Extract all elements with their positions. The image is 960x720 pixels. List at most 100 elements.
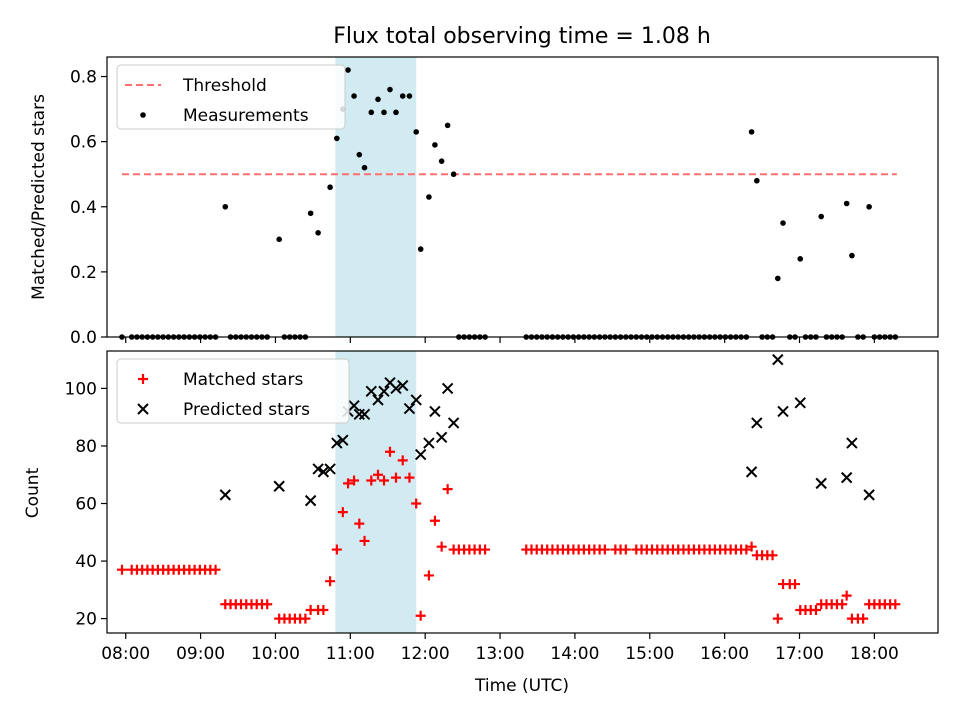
legend-box [116,358,350,424]
predicted-star-marker [337,434,349,446]
matched-star-marker [810,604,821,615]
predicted-star-marker [751,417,763,429]
measurement-point [444,122,451,129]
measurement-point [393,109,399,116]
measurement-point [843,200,850,207]
matched-star-marker [390,472,401,483]
predicted-star-marker [372,394,384,406]
predicted-star-marker [219,489,231,501]
measurement-point [351,93,357,99]
measurement-point [748,129,755,135]
legend-label: Predicted stars [183,400,310,420]
measurement-point [754,177,760,184]
y-tick-label: 60 [75,495,97,515]
predicted-star-marker [447,417,460,429]
predicted-star-marker [435,431,448,444]
predicted-star-marker [863,489,875,501]
matched-star-marker [411,498,422,509]
top-panel: Flux total observing time = 1.08 h Match… [29,24,939,348]
matched-star-marker [397,455,408,466]
predicted-star-marker [794,397,806,409]
matched-star-marker [300,613,311,624]
predicted-star-marker [390,382,402,395]
x-tick-label: 15:00 [625,644,674,664]
matched-star-marker [384,446,395,457]
matched-star-marker [436,541,447,552]
matched-star-marker [767,550,778,561]
predicted-star-marker [840,471,853,484]
predicted-star-marker [772,353,784,366]
axes-frame [106,56,939,338]
predicted-star-marker [365,385,377,397]
matched-star-marker [318,604,329,615]
predicted-star-marker [429,405,441,418]
measurement-point [334,135,340,142]
measurement-point [361,164,368,171]
matched-star-marker [837,599,848,610]
x-tick-label: 09:00 [176,644,225,664]
matched-star-marker [480,544,491,555]
matched-star-marker [210,564,221,575]
legend-predicted-swatch [137,403,149,415]
matched-star-marker [343,478,354,489]
legend-box [116,64,346,130]
predicted-star-marker [273,480,285,492]
matched-star-marker [349,475,360,486]
legend-label: Matched stars [183,370,303,390]
predicted-star-marker [317,466,330,478]
predicted-star-marker [815,477,827,490]
legend: Matched stars Predicted stars [116,358,350,424]
legend-label: Threshold [182,76,267,96]
x-tick-label: 10:00 [251,644,300,664]
measurement-point [276,236,282,243]
measurement-point [399,93,406,99]
matched-star-marker [858,613,869,624]
matched-star-marker [429,515,440,526]
measurement-point [381,109,387,116]
matched-star-marker [423,570,434,581]
matched-star-marker [772,613,783,624]
matched-star-marker [415,610,426,621]
predicted-star-marker [745,466,758,478]
measurement-point [327,184,333,191]
measurement-point [406,93,413,99]
predicted-star-marker [331,437,343,449]
measurement-point [368,109,375,116]
predicted-star-marker [348,399,360,412]
matched-star-marker [890,599,901,610]
chart-title: Flux total observing time = 1.08 h [333,24,711,49]
x-tick-label: 16:00 [700,644,749,664]
matched-star-marker [116,564,127,575]
matched-star-marker [790,579,801,590]
y-tick-label: 0.0 [70,328,97,348]
matched-star-marker [741,544,752,555]
measurement-point [774,275,781,282]
predicted-star-marker [410,394,422,406]
y-tick-label: 0.8 [70,68,97,88]
measurement-point [450,171,457,178]
y-tick-label: 0.4 [70,198,97,218]
predicted-star-marker [358,408,371,421]
predicted-star-marker [324,463,336,475]
predicted-star-marker [353,408,366,421]
measurement-point [797,256,804,262]
measurement-point [356,151,363,158]
predicted-star-marker [777,405,789,418]
measurement-point [432,142,438,148]
x-tick-label: 12:00 [401,644,450,664]
matched-star-marker [442,484,453,495]
predicted-star-marker [423,437,435,449]
matched-star-marker [746,541,757,552]
x-tick-label: 08:00 [101,644,150,664]
axes-frame [106,350,939,634]
y-tick-label: 80 [75,437,97,457]
matched-star-marker [262,599,273,610]
matched-star-marker [325,576,336,587]
matched-star-marker [359,535,370,546]
y-tick-label: 40 [75,552,97,572]
matched-star-marker [599,544,610,555]
top-y-axis-label: Matched/Predicted stars [29,94,49,300]
measurement-point [315,230,321,236]
x-tick-label: 17:00 [775,644,824,664]
matched-star-marker [354,518,365,529]
